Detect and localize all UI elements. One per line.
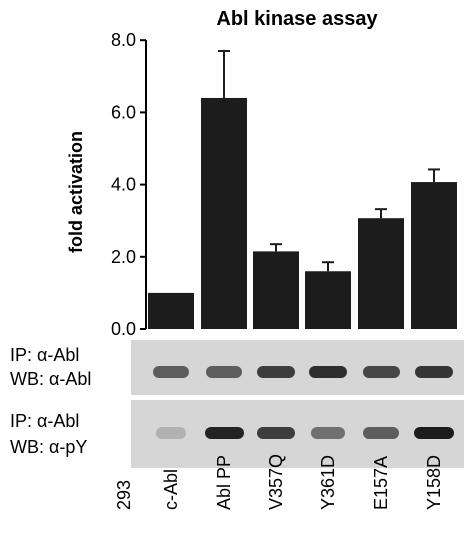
bar-chart: Abl kinase assay fold activation 0.0 2.0 4…	[66, 8, 457, 339]
bars	[148, 50, 457, 330]
bar-abl-pp	[201, 97, 247, 330]
blot-1-wb-label: WB: α-Abl	[10, 369, 92, 389]
blot-2-ip-label: IP: α-Abl	[10, 411, 80, 431]
y-tick-label: 6.0	[111, 102, 136, 122]
blot-band	[414, 427, 454, 439]
blot-band	[206, 366, 242, 378]
blot-band	[363, 427, 399, 439]
blot-band	[155, 427, 187, 439]
lane-label: c-Abl	[161, 468, 181, 510]
lane-label: V357Q	[266, 453, 286, 510]
lane-label: Abl PP	[214, 454, 234, 510]
western-blot-phosphotyrosine	[131, 400, 464, 468]
bar-c-abl	[148, 292, 194, 329]
blot-band	[308, 366, 348, 378]
chart-title: Abl kinase assay	[216, 8, 378, 30]
blot-1-ip-label: IP: α-Abl	[10, 345, 80, 365]
bar-y361d	[305, 271, 351, 329]
blot-band	[204, 427, 244, 439]
western-blot-total-abl	[131, 340, 464, 395]
y-axis-label: fold activation	[66, 131, 86, 253]
bar-e157a	[358, 218, 404, 329]
lane-label: 293	[114, 479, 134, 510]
blot-2-wb-label: WB: α-pY	[10, 437, 88, 457]
y-tick-label: 0.0	[111, 319, 136, 339]
blot-band	[310, 427, 346, 439]
bar-y158d	[411, 182, 457, 329]
blot-band	[415, 366, 453, 378]
bar-v357q	[253, 251, 299, 329]
blot-band	[362, 366, 400, 378]
y-tick-label: 4.0	[111, 175, 136, 195]
blot-band	[257, 366, 295, 378]
blot-band	[257, 427, 295, 439]
y-tick-label: 8.0	[111, 30, 136, 50]
y-axis-ticks: 0.0 2.0 4.0 6.0 8.0	[111, 30, 146, 339]
y-tick-label: 2.0	[111, 247, 136, 267]
blot-band	[153, 366, 189, 378]
lane-label: Y361D	[318, 454, 338, 510]
lane-label: E157A	[371, 455, 391, 510]
lane-label: Y158D	[424, 454, 444, 510]
